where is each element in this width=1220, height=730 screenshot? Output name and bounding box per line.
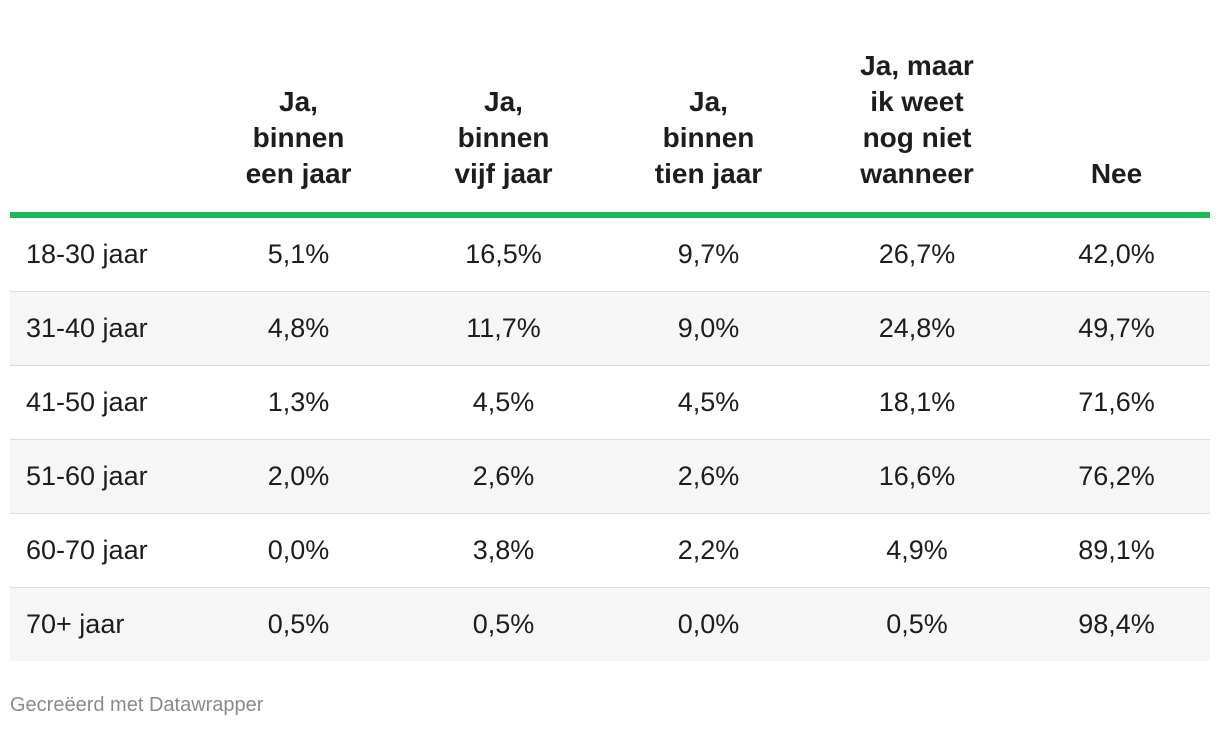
table-row: 31-40 jaar 4,8% 11,7% 9,0% 24,8% 49,7% [10,291,1210,366]
table-cell: 49,7% [1023,291,1210,366]
table-cell: 9,7% [606,215,811,292]
table-cell: 42,0% [1023,215,1210,292]
table-cell: 4,5% [401,365,606,440]
table-cell: 5,1% [196,215,401,292]
table-cell: 18,1% [811,365,1023,440]
column-header-binnen-een-jaar: Ja, binnen een jaar [196,0,401,218]
table-cell: 1,3% [196,365,401,440]
table-cell: 71,6% [1023,365,1210,440]
row-label: 60-70 jaar [10,513,196,588]
data-table-container: Ja, binnen een jaar Ja, binnen vijf jaar… [10,0,1210,661]
column-header-nee: Nee [1023,0,1210,218]
row-label: 18-30 jaar [10,215,196,292]
table-row: 70+ jaar 0,5% 0,5% 0,0% 0,5% 98,4% [10,587,1210,661]
table-cell: 98,4% [1023,587,1210,661]
table-cell: 4,8% [196,291,401,366]
table-cell: 16,6% [811,439,1023,514]
table-cell: 26,7% [811,215,1023,292]
table-cell: 0,0% [606,587,811,661]
column-header-binnen-vijf-jaar: Ja, binnen vijf jaar [401,0,606,218]
table-cell: 0,0% [196,513,401,588]
column-header-label [10,0,196,218]
footer-credit[interactable]: Gecreëerd met Datawrapper [10,694,264,716]
table-cell: 24,8% [811,291,1023,366]
table-cell: 2,2% [606,513,811,588]
header-row: Ja, binnen een jaar Ja, binnen vijf jaar… [10,0,1210,218]
table-row: 18-30 jaar 5,1% 16,5% 9,7% 26,7% 42,0% [10,215,1210,292]
table-cell: 3,8% [401,513,606,588]
table-cell: 0,5% [196,587,401,661]
data-table: Ja, binnen een jaar Ja, binnen vijf jaar… [10,0,1210,661]
table-row: 41-50 jaar 1,3% 4,5% 4,5% 18,1% 71,6% [10,365,1210,440]
table-cell: 11,7% [401,291,606,366]
table-cell: 9,0% [606,291,811,366]
table-cell: 76,2% [1023,439,1210,514]
table-cell: 2,0% [196,439,401,514]
table-cell: 16,5% [401,215,606,292]
table-cell: 0,5% [811,587,1023,661]
table-cell: 0,5% [401,587,606,661]
table-cell: 4,5% [606,365,811,440]
table-cell: 4,9% [811,513,1023,588]
column-header-weet-nog-niet-wanneer: Ja, maar ik weet nog niet wanneer [811,0,1023,218]
table-cell: 2,6% [401,439,606,514]
table-cell: 89,1% [1023,513,1210,588]
row-label: 51-60 jaar [10,439,196,514]
row-label: 70+ jaar [10,587,196,661]
table-cell: 2,6% [606,439,811,514]
table-header: Ja, binnen een jaar Ja, binnen vijf jaar… [10,0,1210,218]
row-label: 31-40 jaar [10,291,196,366]
column-header-binnen-tien-jaar: Ja, binnen tien jaar [606,0,811,218]
table-row: 51-60 jaar 2,0% 2,6% 2,6% 16,6% 76,2% [10,439,1210,514]
table-row: 60-70 jaar 0,0% 3,8% 2,2% 4,9% 89,1% [10,513,1210,588]
table-body: 18-30 jaar 5,1% 16,5% 9,7% 26,7% 42,0% 3… [10,215,1210,661]
row-label: 41-50 jaar [10,365,196,440]
